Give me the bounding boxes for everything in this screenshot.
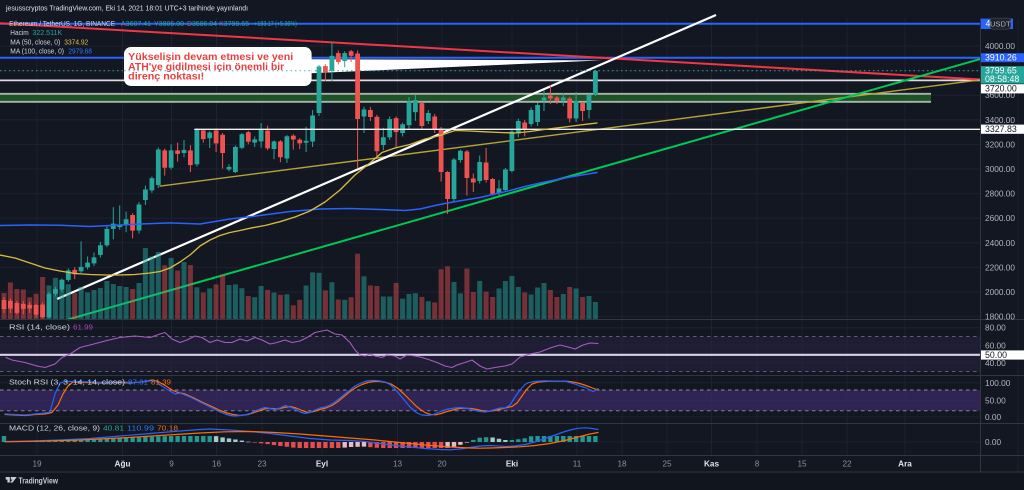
svg-text:D3586.04: D3586.04 — [187, 19, 217, 28]
svg-text:MA (50, close, 0): MA (50, close, 0) — [10, 37, 60, 46]
svg-text:3327.83: 3327.83 — [985, 124, 1017, 134]
svg-text:Eyl: Eyl — [316, 460, 328, 469]
svg-text:ATH'ye gidilmesi için önemli b: ATH'ye gidilmesi için önemli bir — [128, 62, 284, 73]
svg-text:4: 4 — [986, 19, 991, 29]
svg-text:3600.00: 3600.00 — [985, 90, 1015, 100]
svg-text:9: 9 — [169, 460, 174, 469]
svg-text:RSI (14, close): RSI (14, close) — [9, 322, 70, 331]
svg-text:Ağu: Ağu — [115, 460, 131, 469]
svg-text:Stoch RSI (3, 3, 14, 14, close: Stoch RSI (3, 3, 14, 14, close) — [9, 377, 125, 386]
svg-text:11: 11 — [573, 460, 582, 469]
svg-text:25: 25 — [662, 460, 672, 469]
svg-text:Y3806.00: Y3806.00 — [154, 19, 184, 28]
svg-text:Hacim: Hacim — [10, 28, 28, 37]
svg-text:2800.00: 2800.00 — [985, 189, 1015, 199]
svg-text:20: 20 — [437, 460, 447, 469]
svg-text:81.39: 81.39 — [151, 377, 171, 386]
svg-text:23: 23 — [257, 460, 267, 469]
svg-text:1800.00: 1800.00 — [985, 312, 1015, 322]
svg-text:3000.00: 3000.00 — [985, 164, 1015, 174]
svg-text:2200.00: 2200.00 — [985, 262, 1015, 272]
svg-text:100.00: 100.00 — [985, 378, 1011, 388]
svg-text:K3799.65: K3799.65 — [219, 19, 249, 28]
svg-text:3799.65: 3799.65 — [985, 65, 1017, 75]
svg-text:jesusscryptos TradingView.com,: jesusscryptos TradingView.com, Eki 14, 2… — [5, 3, 248, 12]
svg-text:87.31: 87.31 — [128, 377, 148, 386]
svg-text:direnç noktası!: direnç noktası! — [128, 72, 204, 83]
svg-text:18: 18 — [617, 460, 627, 469]
svg-text:3720.00: 3720.00 — [985, 84, 1017, 94]
svg-text:USDT: USDT — [990, 19, 1011, 28]
svg-text:322.511K: 322.511K — [32, 28, 62, 37]
svg-text:16: 16 — [212, 460, 222, 469]
svg-text:MA (100, close, 0): MA (100, close, 0) — [10, 47, 64, 56]
svg-text:22: 22 — [842, 460, 852, 469]
svg-text:Kas: Kas — [704, 460, 719, 469]
svg-text:Ara: Ara — [898, 460, 912, 469]
svg-text:3200.00: 3200.00 — [985, 139, 1015, 149]
svg-text:08:58:48: 08:58:48 — [985, 74, 1019, 84]
svg-text:2979.68: 2979.68 — [68, 47, 92, 56]
svg-text:4000.00: 4000.00 — [985, 41, 1015, 51]
svg-text:0.00: 0.00 — [985, 412, 1002, 422]
svg-text:MACD (12, 26, close, 9): MACD (12, 26, close, 9) — [9, 423, 100, 432]
svg-text:TradingView: TradingView — [19, 475, 59, 485]
svg-text:3374.92: 3374.92 — [64, 37, 88, 46]
svg-text:40.81: 40.81 — [103, 423, 124, 432]
svg-text:61.99: 61.99 — [73, 322, 93, 331]
svg-text:A3607.41: A3607.41 — [121, 19, 151, 28]
svg-text:110.99: 110.99 — [127, 423, 154, 432]
svg-text:2400.00: 2400.00 — [985, 238, 1015, 248]
svg-text:60.00: 60.00 — [985, 340, 1006, 350]
svg-text:19: 19 — [32, 460, 42, 469]
svg-text:3400.00: 3400.00 — [985, 115, 1015, 125]
svg-text:+193.17 (+5.36%): +193.17 (+5.36%) — [254, 19, 297, 28]
svg-text:0.00: 0.00 — [985, 437, 1002, 447]
svg-text:2600.00: 2600.00 — [985, 213, 1015, 223]
svg-text:2000.00: 2000.00 — [985, 287, 1015, 297]
svg-text:Ethereum / TetherUS, 1G, BINAN: Ethereum / TetherUS, 1G, BINANCE — [9, 19, 115, 28]
svg-text:8: 8 — [755, 460, 760, 469]
svg-text:70.18: 70.18 — [157, 423, 178, 432]
svg-text:3910.26: 3910.26 — [985, 52, 1017, 62]
svg-text:Yükselişin devam etmesi ve yen: Yükselişin devam etmesi ve yeni — [128, 52, 293, 63]
svg-text:50.00: 50.00 — [985, 396, 1006, 406]
svg-text:Eki: Eki — [506, 460, 518, 469]
svg-text:15: 15 — [797, 460, 807, 469]
svg-text:50.00: 50.00 — [985, 350, 1007, 360]
svg-text:13: 13 — [393, 460, 403, 469]
svg-text:40.00: 40.00 — [985, 358, 1006, 368]
svg-text:80.00: 80.00 — [985, 323, 1006, 333]
